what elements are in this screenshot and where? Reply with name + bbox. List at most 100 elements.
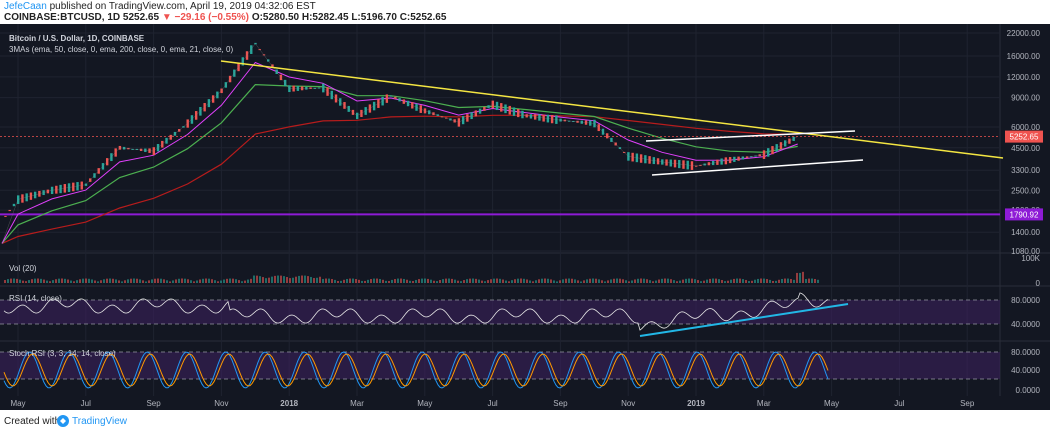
volume-bar	[502, 279, 504, 283]
volume-bar	[715, 278, 717, 283]
volume-bar	[601, 280, 603, 283]
rsi-band	[0, 300, 1000, 324]
volume-bar	[664, 278, 666, 283]
volume-bar	[202, 278, 204, 283]
volume-bar	[454, 279, 456, 283]
volume-bar	[253, 275, 255, 283]
volume-bar	[64, 278, 66, 283]
volume-bar	[13, 278, 15, 283]
volume-bar	[334, 279, 336, 283]
volume-bar	[613, 278, 615, 283]
volume-bar	[451, 278, 453, 283]
last-price-label: 5252.65	[1010, 133, 1039, 142]
last-price-tag	[1005, 130, 1043, 143]
volume-bar	[289, 278, 291, 283]
volume-bar	[361, 280, 363, 283]
volume-bar	[610, 279, 612, 283]
volume-bar	[178, 278, 180, 283]
volume-bar	[139, 279, 141, 283]
volume-bar	[700, 281, 702, 283]
volume-bar	[121, 281, 123, 283]
volume-bar	[295, 276, 297, 283]
volume-bar	[532, 281, 534, 283]
volume-bar	[196, 280, 198, 283]
volume-bar	[49, 281, 51, 283]
tradingview-link[interactable]: TradingView	[72, 416, 128, 427]
volume-bar	[16, 278, 18, 283]
volume-bar	[10, 278, 12, 283]
volume-bar	[4, 280, 6, 283]
volume-bar	[184, 278, 186, 283]
volume-bar	[649, 280, 651, 283]
vol-tick-label: 0	[1036, 279, 1041, 288]
volume-bar	[643, 278, 645, 283]
volume-bar	[418, 279, 420, 283]
volume-bar	[262, 277, 264, 283]
volume-bar	[553, 280, 555, 283]
volume-bar	[646, 279, 648, 283]
rsi-legend: RSI (14, close)	[9, 294, 62, 303]
volume-bar	[136, 278, 138, 283]
volume-bar	[127, 279, 129, 283]
volume-bar	[22, 280, 24, 283]
volume-bar	[571, 278, 573, 283]
publisher-user-link[interactable]: JefeCaan	[4, 1, 47, 12]
volume-bar	[628, 281, 630, 283]
volume-bar	[721, 280, 723, 283]
volume-bar	[541, 278, 543, 283]
volume-bar	[427, 278, 429, 283]
volume-bar	[52, 280, 54, 283]
volume-bar	[625, 280, 627, 283]
volume-bar	[301, 275, 303, 283]
price-candle	[4, 215, 7, 217]
volume-bar	[148, 280, 150, 283]
volume-bar	[355, 279, 357, 283]
volume-bar	[160, 278, 162, 283]
x-tick-label: 2018	[280, 399, 298, 408]
rsi-trendline	[639, 303, 849, 337]
volume-bar	[787, 278, 789, 283]
volume-bar	[586, 279, 588, 283]
volume-bar	[742, 279, 744, 283]
volume-bar	[172, 280, 174, 283]
volume-bar	[118, 280, 120, 283]
volume-bar	[733, 278, 735, 283]
volume-bar	[589, 278, 591, 283]
ohlc-label: O:5280.50 H:5282.45 L:5196.70 C:5252.65	[251, 12, 447, 23]
volume-bar	[325, 278, 327, 283]
rsi-tick-label: 40.0000	[1011, 320, 1040, 329]
quote-line: COINBASE:BTCUSD, 1D 5252.65 ▼ −29.16 (−0…	[4, 12, 446, 23]
volume-bar	[199, 279, 201, 283]
indicator-legend: 3MAs (ema, 50, close, 0, ema, 200, close…	[9, 45, 234, 54]
volume-bar	[43, 279, 45, 283]
volume-bar	[97, 281, 99, 283]
volume-bar	[670, 279, 672, 283]
stoch-tick-label: 80.0000	[1011, 348, 1040, 357]
volume-bar	[790, 279, 792, 283]
volume-bar	[46, 280, 48, 283]
volume-bar	[802, 271, 804, 283]
volume-bar	[379, 278, 381, 283]
volume-bar	[697, 280, 699, 283]
volume-bar	[424, 278, 426, 283]
volume-bar	[463, 280, 465, 283]
volume-bar	[736, 278, 738, 283]
volume-bar	[406, 279, 408, 283]
volume-bar	[193, 281, 195, 283]
stoch-d-line	[3, 353, 829, 387]
volume-bar	[313, 278, 315, 283]
volume-bar	[616, 278, 618, 283]
volume-bar	[169, 281, 171, 283]
volume-bar	[688, 278, 690, 283]
volume-bar	[85, 278, 87, 283]
volume-bar	[709, 278, 711, 283]
volume-bar	[421, 278, 423, 283]
volume-bar	[391, 279, 393, 283]
volume-bar	[469, 278, 471, 283]
volume-bar	[376, 278, 378, 283]
volume-bar	[328, 278, 330, 283]
volume-bar	[70, 280, 72, 283]
volume-bar	[754, 279, 756, 283]
volume-bar	[676, 281, 678, 283]
chart-area[interactable]: 22000.00 16000.00 12000.00 9000.00 6000.00 45…	[0, 24, 1050, 410]
